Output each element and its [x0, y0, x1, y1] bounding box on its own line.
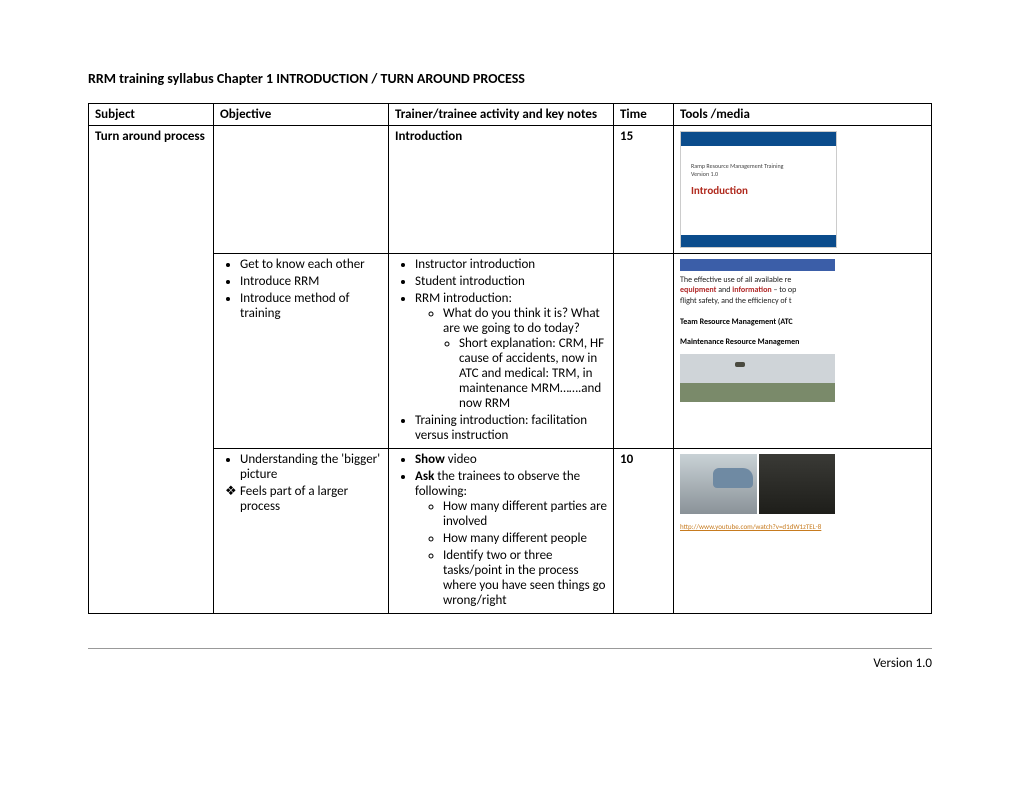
- cell-subject: Turn around process: [89, 126, 214, 614]
- slide-photo: [680, 354, 835, 402]
- slide-photo: [680, 454, 757, 514]
- list-item: Get to know each other: [240, 257, 382, 272]
- video-link[interactable]: http://www.youtube.com/watch?v=d1dW1zTEL…: [680, 522, 835, 531]
- slide-thumbnail: The effective use of all available re eq…: [680, 259, 835, 402]
- cell-time: 10: [614, 449, 674, 614]
- slide-text: The effective use of all available re eq…: [680, 275, 835, 348]
- list-subitem: What do you think it is? What are we goi…: [443, 306, 607, 411]
- list-item: Training introduction: facilitation vers…: [415, 413, 607, 443]
- col-objective: Objective: [214, 104, 389, 126]
- cell-time: [614, 254, 674, 449]
- cell-tools: The effective use of all available re eq…: [674, 254, 932, 449]
- cell-activity: Instructor introduction Student introduc…: [389, 254, 614, 449]
- cell-objective: [214, 126, 389, 254]
- table-header-row: Subject Objective Trainer/trainee activi…: [89, 104, 932, 126]
- list-item: Instructor introduction: [415, 257, 607, 272]
- col-tools: Tools /media: [674, 104, 932, 126]
- cell-objective: Get to know each other Introduce RRM Int…: [214, 254, 389, 449]
- slide-thumbnail: http://www.youtube.com/watch?v=d1dW1zTEL…: [680, 454, 835, 531]
- slide-photo: [759, 454, 836, 514]
- cell-activity: Show video Ask the trainees to observe t…: [389, 449, 614, 614]
- cell-objective: Understanding the 'bigger' picture ❖Feel…: [214, 449, 389, 614]
- page-footer: Version 1.0: [88, 648, 932, 671]
- page-title: RRM training syllabus Chapter 1 INTRODUC…: [88, 70, 932, 87]
- list-item: ❖Feels part of a larger process: [240, 484, 382, 514]
- cell-tools: Ramp Resource Management Training Versio…: [674, 126, 932, 254]
- slide-text: Ramp Resource Management Training: [691, 162, 826, 170]
- col-time: Time: [614, 104, 674, 126]
- list-item: Student introduction: [415, 274, 607, 289]
- cell-activity: Introduction: [389, 126, 614, 254]
- table-row: Understanding the 'bigger' picture ❖Feel…: [89, 449, 932, 614]
- table-row: Get to know each other Introduce RRM Int…: [89, 254, 932, 449]
- list-subsubitem: Short explanation: CRM, HF cause of acci…: [459, 336, 607, 411]
- cell-tools: http://www.youtube.com/watch?v=d1dW1zTEL…: [674, 449, 932, 614]
- slide-thumbnail: Ramp Resource Management Training Versio…: [680, 131, 837, 248]
- list-item-label: RRM introduction:: [415, 291, 512, 306]
- list-subitem: How many different people: [443, 531, 607, 546]
- list-item: Ask the trainees to observe the followin…: [415, 469, 607, 608]
- footer-version: Version 1.0: [88, 656, 932, 671]
- list-subitem: Identify two or three tasks/point in the…: [443, 548, 607, 608]
- cell-time: 15: [614, 126, 674, 254]
- col-subject: Subject: [89, 104, 214, 126]
- slide-text: Version 1.0: [691, 170, 826, 178]
- list-item: Understanding the 'bigger' picture: [240, 452, 382, 482]
- list-item: RRM introduction: What do you think it i…: [415, 291, 607, 411]
- list-item: Introduce method of training: [240, 291, 382, 321]
- syllabus-table: Subject Objective Trainer/trainee activi…: [88, 103, 932, 614]
- slide-heading: Introduction: [691, 184, 826, 197]
- list-subitem: How many different parties are involved: [443, 499, 607, 529]
- col-activity: Trainer/trainee activity and key notes: [389, 104, 614, 126]
- table-row: Turn around process Introduction 15 Ramp…: [89, 126, 932, 254]
- list-item: Show video: [415, 452, 607, 467]
- list-item: Introduce RRM: [240, 274, 382, 289]
- diamond-icon: ❖: [225, 484, 234, 499]
